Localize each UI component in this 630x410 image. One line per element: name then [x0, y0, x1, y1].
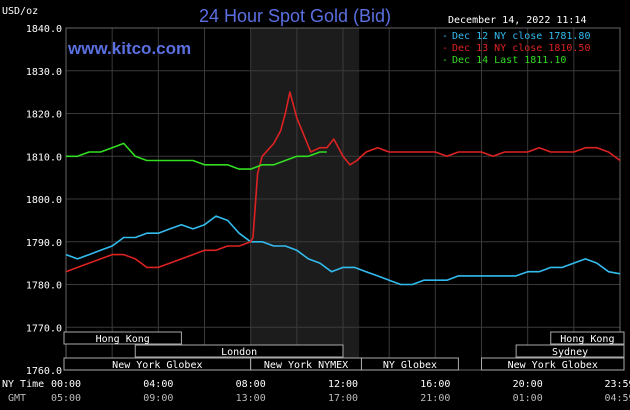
session-label: New York Globex [508, 360, 598, 371]
y-tick-label: 1800.0 [26, 195, 62, 206]
ny-time-label: NY Time [2, 379, 44, 390]
session-label: Hong Kong [560, 334, 614, 345]
gmt-tick-label: 21:00 [420, 393, 450, 404]
gmt-tick-label: 05:00 [51, 393, 81, 404]
session-label: Sydney [552, 347, 588, 358]
x-tick-label: 12:00 [328, 379, 358, 390]
session-box [481, 357, 625, 371]
legend: - Dec 12 NY close 1781.80 - Dec 13 NY cl… [442, 31, 590, 66]
x-tick-label: 16:00 [420, 379, 450, 390]
session-box [515, 344, 625, 358]
x-tick-label: 04:00 [143, 379, 173, 390]
market-sessions: Hong Kong Hong Kong London Sydney New York G… [63, 331, 625, 371]
y-tick-label: 1830.0 [26, 67, 62, 78]
y-tick-label: 1790.0 [26, 238, 62, 249]
gmt-tick-label: 01:00 [513, 393, 543, 404]
gmt-tick-label: 04:59 [604, 393, 630, 404]
gmt-tick-label: 17:00 [328, 393, 358, 404]
session-label: New York Globex [112, 360, 202, 371]
series-lines [65, 91, 621, 286]
session-box [550, 331, 625, 345]
y-tick-label: 1760.0 [26, 366, 62, 377]
y-tick-label: 1820.0 [26, 110, 62, 121]
x-tick-label: 23:59 [604, 379, 630, 390]
session-label: New York NYMEX [264, 360, 348, 371]
gmt-tick-label: 13:00 [236, 393, 266, 404]
y-tick-label: 1840.0 [26, 24, 62, 35]
y-tick-label: 1810.0 [26, 152, 62, 163]
session-box [360, 357, 459, 371]
y-tick-label: 1780.0 [26, 281, 62, 292]
x-axis-ticks: 00:00 05:00 04:00 09:00 08:00 13:00 12:00 17:00… [51, 379, 630, 404]
grid [65, 27, 621, 371]
session-box [63, 331, 182, 345]
y-axis-ticks: 1760.0 1770.0 1780.0 1790.0 1800.0 1810.0 1820… [26, 24, 62, 377]
series-line-2 [66, 142, 327, 170]
y-axis-unit: USD/oz [2, 6, 38, 17]
x-tick-label: 20:00 [513, 379, 543, 390]
timestamp: December 14, 2022 11:14 [448, 15, 586, 26]
legend-dec14: Dec 14 Last 1811.10 [452, 55, 566, 66]
x-tick-label: 08:00 [236, 379, 266, 390]
session-label: London [221, 347, 257, 358]
y-tick-label: 1770.0 [26, 323, 62, 334]
x-tick-label: 00:00 [51, 379, 81, 390]
session-box [134, 344, 344, 358]
legend-dash-dec13: - [442, 43, 448, 54]
site-url[interactable]: www.kitco.com [67, 39, 191, 58]
session-label: Hong Kong [96, 334, 150, 345]
series-line-1 [65, 91, 621, 273]
gmt-label: GMT [8, 393, 26, 404]
session-label: NY Globex [383, 360, 437, 371]
gmt-tick-label: 09:00 [143, 393, 173, 404]
chart-title: 24 Hour Spot Gold (Bid) [199, 6, 391, 26]
legend-dash-dec14: - [442, 55, 448, 66]
legend-dec12: Dec 12 NY close 1781.80 [452, 31, 590, 42]
series-line-0 [65, 215, 621, 286]
legend-dash-dec12: - [442, 31, 448, 42]
legend-dec13: Dec 13 NY close 1810.50 [452, 43, 590, 54]
